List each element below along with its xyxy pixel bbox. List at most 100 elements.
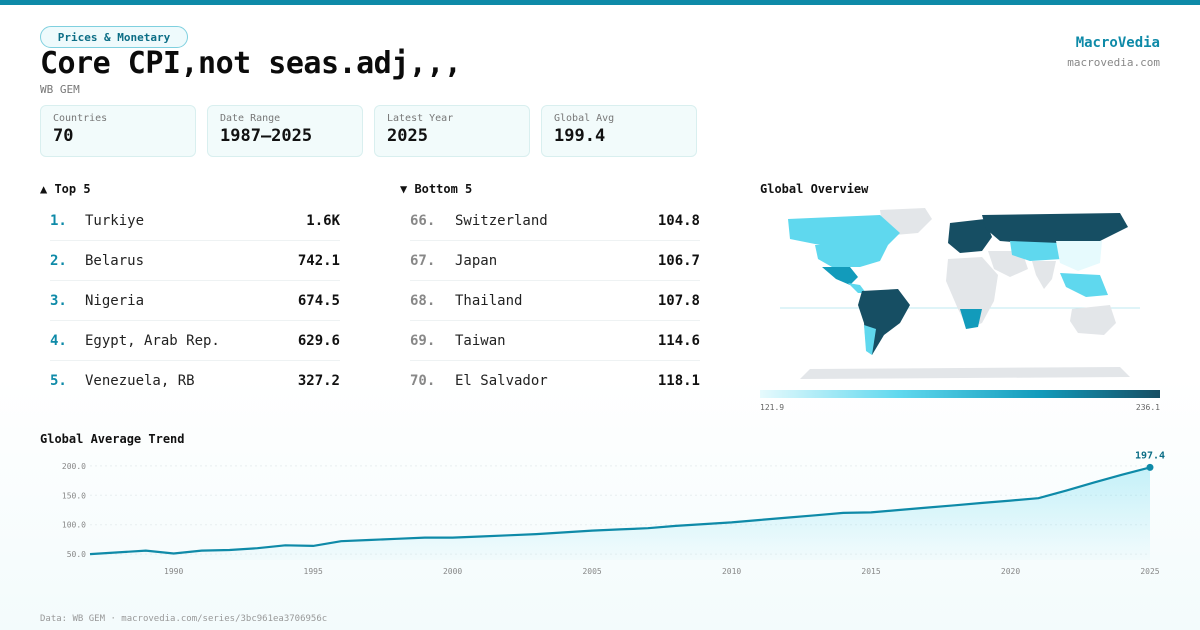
list-item[interactable]: 1. Turkiye 1.6K — [50, 201, 340, 241]
map-region-southern-africa[interactable] — [960, 309, 982, 329]
country-name: Nigeria — [85, 292, 145, 309]
trend-end-point[interactable] — [1146, 463, 1154, 471]
map-region-africa[interactable] — [946, 257, 998, 329]
list-item[interactable]: 67. Japan 106.7 — [410, 241, 700, 281]
list-item[interactable]: 3. Nigeria 674.5 — [50, 281, 340, 321]
y-tick-label: 200.0 — [62, 462, 86, 471]
rank-number: 3. — [50, 292, 67, 309]
country-name: Taiwan — [455, 332, 506, 349]
list-item[interactable]: 2. Belarus 742.1 — [50, 241, 340, 281]
x-tick-label: 2010 — [722, 567, 741, 576]
map-legend-gradient — [760, 390, 1160, 398]
map-legend-max: 236.1 — [1135, 403, 1160, 412]
list-item[interactable]: 5. Venezuela, RB 327.2 — [50, 361, 340, 401]
trend-line-chart[interactable]: 50.0 100.0 150.0 200.0 1990 1995 2000 2005 2010… — [40, 450, 1170, 580]
stat-card-countries: Countries 70 — [40, 105, 196, 157]
rank-number: 2. — [50, 252, 67, 269]
country-value: 1.6K — [306, 212, 340, 229]
world-map[interactable] — [760, 205, 1160, 385]
y-tick-label: 50.0 — [67, 550, 86, 559]
top-accent-bar — [0, 0, 1200, 5]
x-tick-label: 2000 — [443, 567, 462, 576]
rank-number: 69. — [410, 332, 436, 349]
stat-value: 199.4 — [554, 126, 606, 146]
x-tick-label: 1995 — [304, 567, 323, 576]
stat-label: Date Range — [220, 113, 281, 124]
map-region-central-america[interactable] — [848, 283, 866, 293]
country-name: Belarus — [85, 252, 145, 269]
map-region-australia[interactable] — [1070, 305, 1116, 335]
footer-source: Data: WB GEM · macrovedia.com/series/3bc… — [40, 614, 328, 624]
map-region-europe[interactable] — [948, 219, 992, 253]
x-tick-label: 2020 — [1001, 567, 1020, 576]
stat-value: 70 — [53, 126, 74, 146]
stat-card-global-avg: Global Avg 199.4 — [541, 105, 697, 157]
country-name: Egypt, Arab Rep. — [85, 332, 220, 349]
country-value: 107.8 — [657, 292, 700, 309]
stat-value: 1987–2025 — [220, 126, 313, 146]
list-item[interactable]: 69. Taiwan 114.6 — [410, 321, 700, 361]
x-tick-label: 2015 — [861, 567, 880, 576]
map-region-southeast-asia[interactable] — [1060, 273, 1108, 297]
stat-card-latest-year: Latest Year 2025 — [374, 105, 530, 157]
rank-number: 70. — [410, 373, 436, 389]
rank-number: 67. — [410, 252, 436, 269]
world-map-svg — [780, 208, 1140, 379]
map-region-south-america-south[interactable] — [864, 325, 876, 355]
map-title: Global Overview — [760, 182, 869, 196]
map-region-middle-east[interactable] — [988, 251, 1028, 277]
bottom5-list: 66. Switzerland 104.8 67. Japan 106.7 68… — [410, 201, 700, 401]
map-region-usa[interactable] — [815, 245, 888, 267]
x-tick-label: 1990 — [164, 567, 183, 576]
stat-label: Latest Year — [387, 113, 454, 124]
map-region-antarctica — [800, 367, 1130, 379]
map-region-russia[interactable] — [982, 213, 1128, 245]
map-region-mexico[interactable] — [822, 267, 858, 285]
map-region-east-asia[interactable] — [1056, 241, 1102, 271]
map-region-canada[interactable] — [788, 215, 900, 247]
top5-list: 1. Turkiye 1.6K 2. Belarus 742.1 3. Nige… — [50, 201, 340, 401]
x-tick-label: 2005 — [582, 567, 601, 576]
country-name: Switzerland — [455, 212, 548, 229]
list-item[interactable]: 68. Thailand 107.8 — [410, 281, 700, 321]
brand-url[interactable]: macrovedia.com — [1067, 56, 1160, 69]
map-legend-min: 121.9 — [760, 403, 785, 412]
country-value: 106.7 — [657, 252, 700, 269]
x-tick-label: 2025 — [1140, 567, 1159, 576]
trend-area-fill — [90, 467, 1150, 560]
source-subtitle: WB GEM — [40, 83, 80, 96]
map-region-india[interactable] — [1032, 261, 1056, 289]
trend-chart-title: Global Average Trend — [40, 432, 185, 446]
brand-logo-text[interactable]: MacroVedia — [1075, 35, 1160, 51]
bottom5-title: ▼ Bottom 5 — [400, 182, 473, 196]
page-title: Core CPI,not seas.adj,,, — [40, 46, 462, 81]
stat-value: 2025 — [387, 126, 428, 146]
country-value: 327.2 — [297, 373, 340, 389]
map-region-central-asia[interactable] — [1010, 241, 1062, 261]
country-name: Japan — [455, 252, 498, 269]
category-badge: Prices & Monetary — [40, 26, 188, 48]
rank-number: 1. — [50, 212, 67, 229]
country-value: 742.1 — [297, 252, 340, 269]
country-value: 118.1 — [657, 373, 700, 389]
list-item[interactable]: 4. Egypt, Arab Rep. 629.6 — [50, 321, 340, 361]
rank-number: 68. — [410, 292, 436, 309]
country-value: 629.6 — [297, 332, 340, 349]
rank-number: 66. — [410, 212, 436, 229]
country-name: Venezuela, RB — [85, 373, 195, 389]
rank-number: 5. — [50, 373, 67, 389]
y-tick-label: 150.0 — [62, 491, 86, 500]
country-name: Turkiye — [85, 212, 145, 229]
country-name: El Salvador — [455, 373, 548, 389]
y-tick-label: 100.0 — [62, 521, 86, 530]
trend-series-line — [89, 466, 1151, 556]
trend-end-label: 197.4 — [1135, 450, 1165, 461]
country-value: 104.8 — [657, 212, 700, 229]
stat-card-date-range: Date Range 1987–2025 — [207, 105, 363, 157]
rank-number: 4. — [50, 332, 67, 349]
country-value: 114.6 — [657, 332, 700, 349]
top5-title: ▲ Top 5 — [40, 182, 91, 196]
list-item[interactable]: 66. Switzerland 104.8 — [410, 201, 700, 241]
stat-label: Global Avg — [554, 113, 615, 124]
list-item[interactable]: 70. El Salvador 118.1 — [410, 361, 700, 401]
